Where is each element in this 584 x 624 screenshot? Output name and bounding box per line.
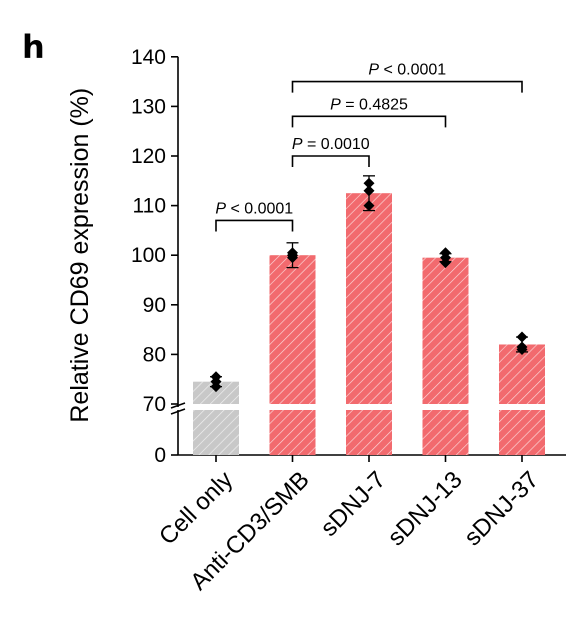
bar-hatch	[422, 257, 469, 404]
axis-break-mark	[170, 408, 186, 415]
y-tick-label: 70	[143, 393, 166, 416]
significance-label: P < 0.0001	[215, 200, 293, 217]
y-tick-label: 90	[143, 294, 166, 317]
significance-bracket	[215, 219, 294, 232]
y-tick-label: 120	[131, 145, 166, 168]
data-point	[440, 247, 451, 259]
y-tick-label: 130	[131, 95, 166, 118]
significance-bracket	[291, 80, 523, 93]
data-point	[516, 341, 528, 353]
panel-label: h	[22, 28, 45, 66]
data-point	[363, 185, 375, 197]
data-point	[516, 331, 528, 343]
y-tick-label: 140	[131, 46, 166, 69]
data-point	[363, 200, 375, 212]
bar-lower-hatch	[269, 410, 316, 455]
x-tick-label: sDNJ-37	[459, 466, 544, 551]
x-tick-label: sDNJ-13	[383, 466, 468, 551]
bar-hatch	[346, 193, 392, 404]
bar-hatch	[269, 255, 316, 404]
bar-lower-hatch	[499, 410, 545, 455]
data-point	[363, 177, 375, 189]
y-tick-label: 100	[131, 244, 166, 267]
bar-lower-hatch	[346, 410, 392, 455]
x-tick-label: sDNJ-7	[316, 466, 392, 542]
y-tick-label: 80	[143, 343, 166, 366]
data-point	[287, 247, 298, 259]
bar-lower-hatch	[422, 410, 469, 455]
significance-label: P = 0.4825	[330, 96, 408, 113]
bar-lower-hatch	[193, 410, 239, 455]
significance-label: P < 0.0001	[368, 62, 446, 79]
y-tick-label: 110	[133, 195, 166, 218]
significance-label: P = 0.0010	[292, 136, 370, 153]
significance-bracket	[291, 115, 447, 128]
y-tick-label: 0	[154, 444, 166, 467]
bar-hatch	[193, 381, 239, 404]
data-point	[210, 371, 222, 383]
axis-break-mark	[170, 402, 186, 409]
significance-bracket	[291, 155, 370, 167]
y-axis-label: Relative CD69 expression (%)	[66, 88, 94, 423]
